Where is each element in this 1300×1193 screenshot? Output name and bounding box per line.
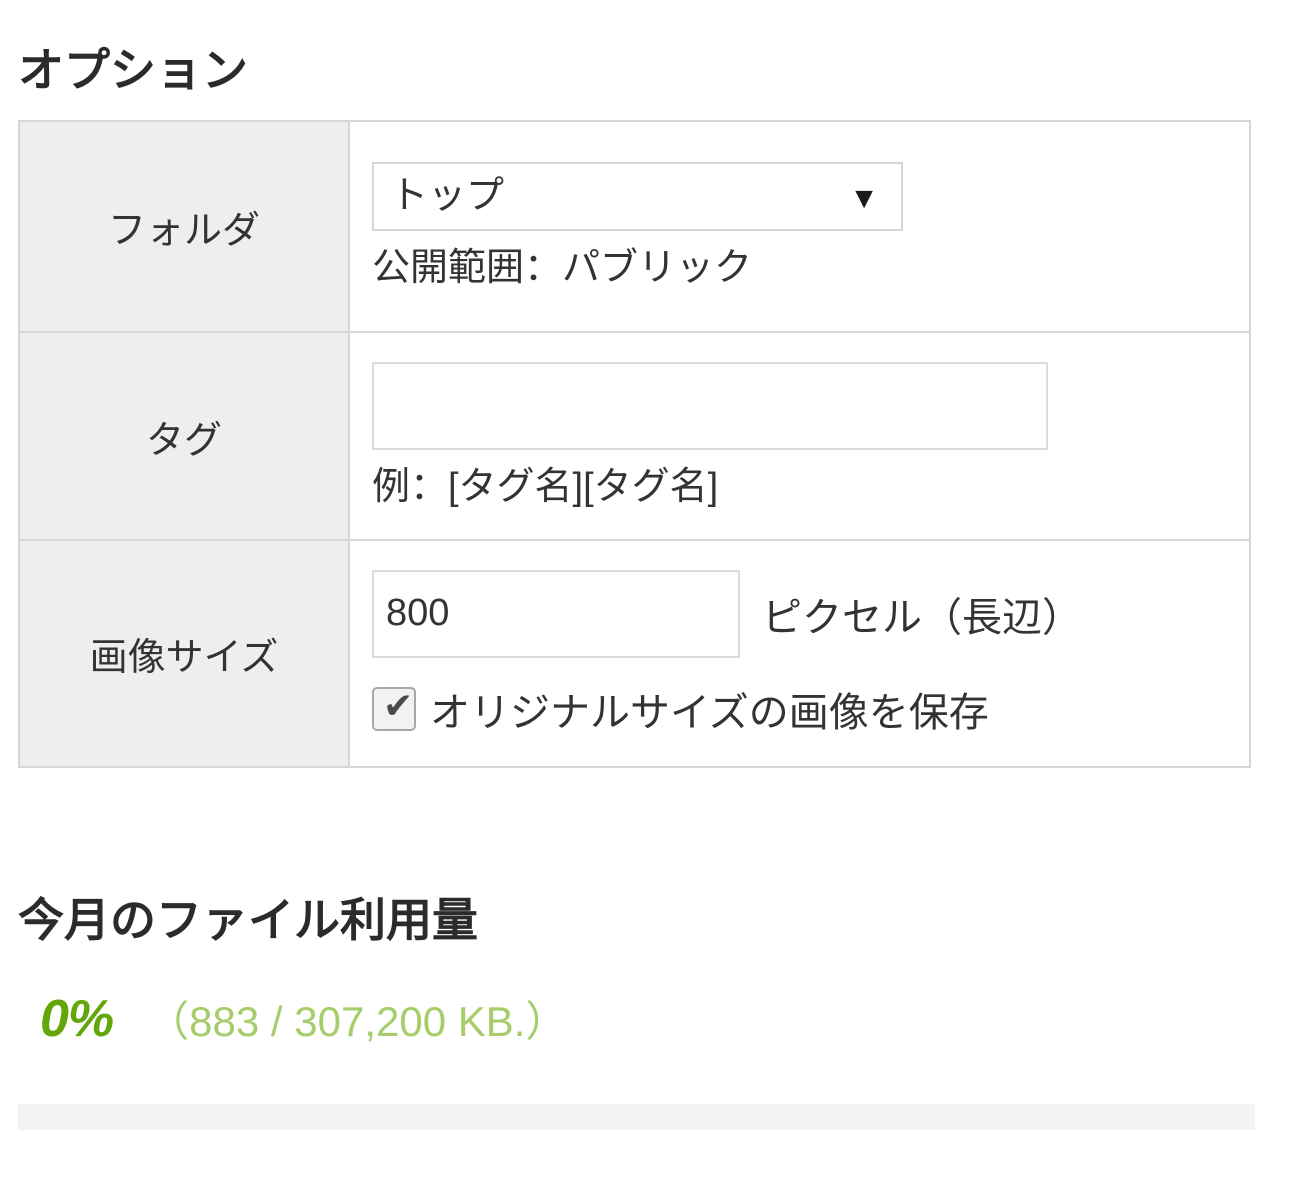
options-table: フォルダ トップ ▼ 公開範囲：パブリック タグ 例：[タグ名][タグ名] 画像… [18,120,1251,768]
tag-format-hint: 例：[タグ名][タグ名] [372,466,719,509]
chevron-down-icon: ▼ [849,182,879,216]
tag-input[interactable] [372,362,1048,451]
folder-visibility-hint: 公開範囲：パブリック [372,247,753,290]
check-icon: ✔ [383,684,414,726]
image-size-unit-label: ピクセル（長辺） [762,595,1082,640]
row-field-image-size: ピクセル（長辺） ✔ オリジナルサイズの画像を保存 [348,539,1251,768]
usage-detail: （883 / 307,200 KB.） [147,998,568,1045]
row-field-folder: トップ ▼ 公開範囲：パブリック [348,120,1251,333]
row-label-image-size: 画像サイズ [18,539,350,768]
page-title: オプション [18,43,248,96]
table-row-image-size: 画像サイズ ピクセル（長辺） ✔ オリジナルサイズの画像を保存 [18,539,1251,768]
row-label-tag: タグ [18,331,350,541]
usage-section-title: 今月のファイル利用量 [18,893,478,946]
image-size-input[interactable] [372,569,740,658]
save-original-checkbox-label: オリジナルサイズの画像を保存 [430,690,989,735]
folder-select[interactable]: トップ ▼ [372,162,903,232]
save-original-checkbox-row[interactable]: ✔ オリジナルサイズの画像を保存 [372,680,1249,738]
row-field-tag: 例：[タグ名][タグ名] [348,331,1251,541]
usage-summary: 0% （883 / 307,200 KB.） [40,988,567,1049]
usage-percent: 0% [40,990,114,1048]
row-label-folder: フォルダ [18,120,350,333]
usage-progress-track [18,1104,1255,1130]
image-size-input-row: ピクセル（長辺） [372,569,1249,658]
table-row-tag: タグ 例：[タグ名][タグ名] [18,331,1251,541]
save-original-checkbox[interactable]: ✔ [372,684,416,731]
table-row-folder: フォルダ トップ ▼ 公開範囲：パブリック [18,120,1251,333]
folder-select-value: トップ [390,175,505,218]
